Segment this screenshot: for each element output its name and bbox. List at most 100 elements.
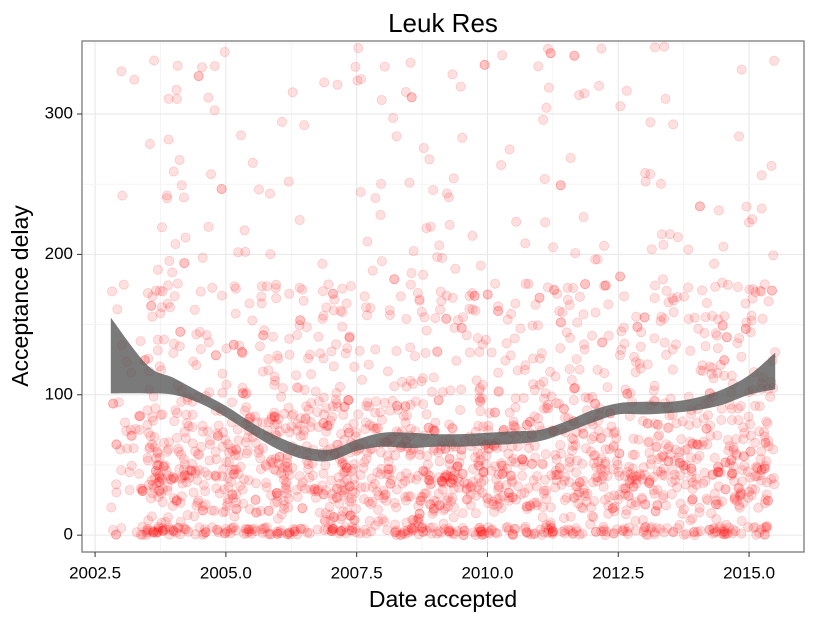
scatter-point xyxy=(648,385,659,396)
scatter-point xyxy=(672,482,683,493)
scatter-point xyxy=(284,349,295,360)
scatter-point xyxy=(442,501,453,512)
scatter-point xyxy=(560,528,571,539)
scatter-point xyxy=(555,439,566,450)
scatter-point xyxy=(510,457,521,468)
scatter-point xyxy=(219,528,230,539)
scatter-point xyxy=(493,301,504,312)
scatter-point xyxy=(111,529,122,540)
scatter-point xyxy=(233,469,244,480)
scatter-point xyxy=(525,416,536,427)
scatter-point xyxy=(144,442,155,453)
scatter-point xyxy=(640,522,651,533)
scatter-point xyxy=(512,365,523,376)
scatter-point xyxy=(261,461,272,472)
scatter-point xyxy=(412,287,423,298)
scatter-point xyxy=(492,484,503,495)
scatter-point xyxy=(333,472,344,483)
scatter-point xyxy=(717,277,728,288)
scatter-point xyxy=(203,337,214,348)
scatter-point xyxy=(493,305,504,316)
scatter-point xyxy=(272,513,283,524)
scatter-point xyxy=(271,293,282,304)
scatter-point xyxy=(726,454,737,465)
scatter-point xyxy=(753,502,764,513)
scatter-point xyxy=(154,476,165,487)
scatter-point xyxy=(724,440,735,451)
scatter-point xyxy=(367,265,378,276)
scatter-point xyxy=(206,505,217,516)
scatter-point xyxy=(662,523,673,534)
scatter-point xyxy=(135,529,146,540)
scatter-point xyxy=(108,525,119,536)
scatter-point xyxy=(694,502,705,513)
scatter-point xyxy=(715,521,726,532)
scatter-point xyxy=(428,506,439,517)
scatter-point xyxy=(568,395,579,406)
scatter-point xyxy=(622,388,633,399)
scatter-point xyxy=(720,457,731,468)
scatter-point xyxy=(433,472,444,483)
scatter-point xyxy=(475,455,486,466)
scatter-point xyxy=(428,445,439,456)
scatter-point xyxy=(269,411,280,422)
scatter-point xyxy=(304,349,315,360)
scatter-point xyxy=(424,475,435,486)
scatter-point xyxy=(720,457,731,468)
scatter-point xyxy=(722,528,733,539)
scatter-point xyxy=(157,497,168,508)
scatter-point xyxy=(187,458,198,469)
scatter-point xyxy=(288,524,299,535)
scatter-point xyxy=(600,530,611,541)
scatter-point xyxy=(538,114,549,125)
scatter-point xyxy=(577,528,588,539)
scatter-point xyxy=(759,529,770,540)
scatter-point xyxy=(423,422,434,433)
scatter-point xyxy=(546,391,557,402)
scatter-point xyxy=(346,496,357,507)
scatter-point xyxy=(204,439,215,450)
scatter-point xyxy=(405,279,416,290)
scatter-point xyxy=(505,350,516,361)
scatter-point xyxy=(674,519,685,530)
scatter-point xyxy=(424,154,435,165)
scatter-point xyxy=(328,305,339,316)
scatter-point xyxy=(171,94,182,105)
scatter-point xyxy=(168,525,179,536)
scatter-point xyxy=(157,523,168,534)
scatter-point xyxy=(385,478,396,489)
scatter-point xyxy=(187,422,198,433)
scatter-point xyxy=(493,386,504,397)
scatter-point xyxy=(413,529,424,540)
scatter-point xyxy=(545,48,556,59)
scatter-point xyxy=(416,376,427,387)
scatter-point xyxy=(137,485,148,496)
scatter-point xyxy=(239,225,250,236)
scatter-point xyxy=(152,345,163,356)
scatter-point xyxy=(578,428,589,439)
scatter-point xyxy=(768,250,779,261)
scatter-point xyxy=(337,307,348,318)
scatter-point xyxy=(570,440,581,451)
scatter-point xyxy=(486,525,497,536)
scatter-point xyxy=(527,320,538,331)
scatter-point xyxy=(255,453,266,464)
scatter-point xyxy=(272,528,283,539)
scatter-point xyxy=(313,421,324,432)
scatter-point xyxy=(619,470,630,481)
scatter-point xyxy=(637,415,648,426)
scatter-point xyxy=(433,395,444,406)
scatter-point xyxy=(648,485,659,496)
scatter-point xyxy=(521,527,532,538)
scatter-point xyxy=(484,528,495,539)
scatter-point xyxy=(406,92,417,103)
scatter-point xyxy=(496,460,507,471)
scatter-point xyxy=(558,403,569,414)
scatter-point xyxy=(680,464,691,475)
scatter-point xyxy=(129,74,140,85)
scatter-point xyxy=(278,495,289,506)
scatter-point xyxy=(735,400,746,411)
scatter-point xyxy=(327,522,338,533)
scatter-point xyxy=(425,221,436,232)
scatter-point xyxy=(167,267,178,278)
